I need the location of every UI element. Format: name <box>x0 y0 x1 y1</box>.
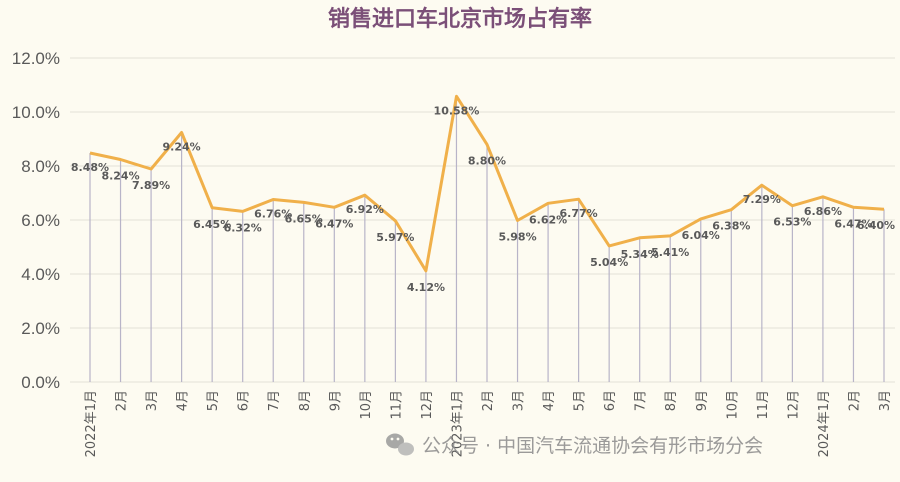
x-tick-label: 11月 <box>389 390 404 420</box>
data-label: 4.12% <box>407 281 445 294</box>
x-tick-label: 5月 <box>573 390 588 411</box>
x-tick-label: 12月 <box>786 390 801 420</box>
data-label: 6.04% <box>682 229 720 242</box>
x-tick-label: 2022年1月 <box>84 390 99 457</box>
y-tick-label: 4.0% <box>21 265 60 284</box>
x-tick-label: 3月 <box>878 390 893 411</box>
x-tick-label: 9月 <box>695 390 710 411</box>
data-label: 10.58% <box>434 104 480 117</box>
x-tick-label: 3月 <box>512 390 527 411</box>
data-label: 5.04% <box>590 256 628 269</box>
y-tick-label: 8.0% <box>21 157 60 176</box>
series-line <box>89 94 885 273</box>
data-label: 6.62% <box>529 213 567 226</box>
data-label: 5.97% <box>376 231 414 244</box>
x-tick-label: 9月 <box>328 390 343 411</box>
x-tick-label: 8月 <box>298 390 313 411</box>
data-label: 6.92% <box>346 203 384 216</box>
x-tick-label: 5月 <box>206 390 221 411</box>
data-label: 7.29% <box>743 193 781 206</box>
data-label: 6.77% <box>560 207 598 220</box>
wechat-icon <box>386 433 414 456</box>
x-tick-label: 2月 <box>481 390 496 411</box>
data-label: 6.47% <box>315 217 353 230</box>
x-tick-label: 11月 <box>756 390 771 420</box>
x-tick-label: 2023年1月 <box>450 390 465 457</box>
y-axis: 0.0% 2.0% 4.0% 6.0% 8.0% 10.0% 12.0% <box>12 49 60 392</box>
data-label: 6.32% <box>224 221 262 234</box>
watermark: 公众号 · 中国汽车流通协会有形市场分会 <box>386 433 763 457</box>
data-label: 6.45% <box>193 218 231 231</box>
chart-title: 销售进口车北京市场占有率 <box>328 6 592 32</box>
data-label: 6.47% <box>834 217 872 230</box>
x-tick-label: 6月 <box>237 390 252 411</box>
data-label: 8.80% <box>468 154 506 167</box>
data-label: 6.86% <box>804 205 842 218</box>
data-label: 6.53% <box>773 216 811 229</box>
y-tick-label: 2.0% <box>21 319 60 338</box>
data-label: 7.89% <box>132 179 170 192</box>
x-tick-label: 3月 <box>145 390 160 411</box>
data-label: 6.40% <box>857 219 895 232</box>
data-label: 6.65% <box>285 212 323 225</box>
y-tick-label: 12.0% <box>12 49 60 68</box>
data-label: 9.24% <box>163 141 201 154</box>
data-label: 5.98% <box>498 231 536 244</box>
data-label: 5.41% <box>651 246 689 259</box>
x-tick-label: 4月 <box>542 390 557 411</box>
grid <box>70 57 895 383</box>
y-tick-label: 10.0% <box>12 103 60 122</box>
data-label: 6.76% <box>254 207 292 220</box>
watermark-text: 公众号 · 中国汽车流通协会有形市场分会 <box>422 435 763 457</box>
x-tick-label: 2月 <box>847 390 862 411</box>
data-label: 6.38% <box>712 220 750 233</box>
x-tick-label: 7月 <box>267 390 282 411</box>
data-label: 8.48% <box>71 161 109 174</box>
x-axis: 2022年1月 2月 3月 4月 5月 6月 7月 8月 9月 10月 11月 12月 2023年1月 2… <box>84 390 893 457</box>
x-tick-label: 10月 <box>359 390 374 420</box>
x-tick-label: 7月 <box>634 390 649 411</box>
x-tick-label: 8月 <box>664 390 679 411</box>
y-tick-label: 6.0% <box>21 211 60 230</box>
y-tick-label: 0.0% <box>21 373 60 392</box>
x-tick-label: 6月 <box>603 390 618 411</box>
x-tick-label: 2月 <box>115 390 130 411</box>
data-label: 8.24% <box>101 170 139 183</box>
drop-lines <box>89 96 885 382</box>
data-label: 5.34% <box>621 248 659 261</box>
x-tick-label: 2024年1月 <box>817 390 832 457</box>
x-tick-label: 12月 <box>420 390 435 420</box>
x-tick-label: 10月 <box>725 390 740 420</box>
data-labels: 8.48%8.24%7.89% 9.24% 6.45%6.32%6.76%6.65%… <box>71 104 895 293</box>
x-tick-label: 4月 <box>176 390 191 411</box>
